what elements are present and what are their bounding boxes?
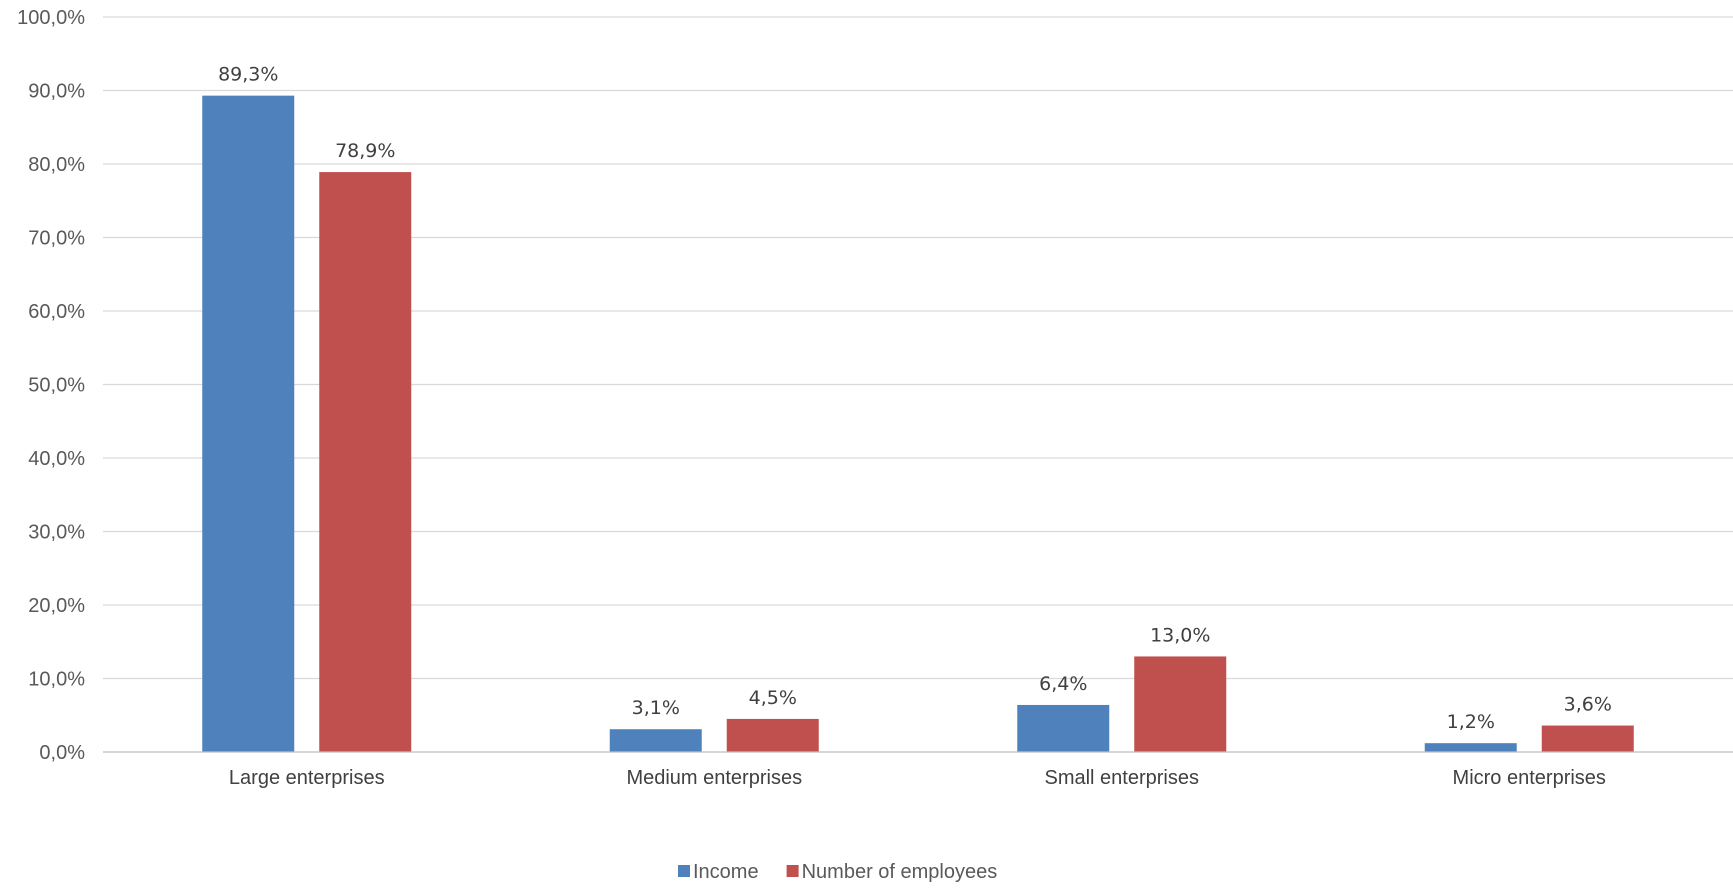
data-label: 78,9% <box>335 140 395 162</box>
data-label: 3,6% <box>1564 694 1612 716</box>
y-tick-label: 20,0% <box>28 595 85 617</box>
data-label: 6,4% <box>1039 673 1087 695</box>
x-category-label: Medium enterprises <box>626 767 802 789</box>
y-tick-label: 0,0% <box>39 742 85 764</box>
bar-employees <box>319 172 412 752</box>
legend-swatch <box>786 865 799 877</box>
data-label: 89,3% <box>218 64 278 86</box>
y-tick-label: 90,0% <box>28 81 85 103</box>
bar-series <box>202 95 1634 752</box>
legend: Income Number of employees <box>678 861 997 883</box>
bar-income <box>609 729 702 752</box>
data-label: 1,2% <box>1447 711 1495 733</box>
x-category-label: Small enterprises <box>1044 767 1199 789</box>
y-tick-label: 40,0% <box>28 448 85 470</box>
bar-employees <box>1541 725 1634 752</box>
bar-employees <box>1134 656 1227 752</box>
y-tick-label: 50,0% <box>28 375 85 397</box>
x-category-label: Large enterprises <box>229 767 385 789</box>
y-tick-label: 80,0% <box>28 154 85 176</box>
legend-label: Number of employees <box>802 861 998 883</box>
x-category-label: Micro enterprises <box>1453 767 1606 789</box>
legend-label: Income <box>693 861 759 883</box>
y-tick-label: 70,0% <box>28 228 85 250</box>
bar-income <box>202 95 295 752</box>
data-labels: 89,3% 78,9% 3,1% 4,5% 6,4% 13,0% 1,2% 3,6% <box>218 64 1612 734</box>
bar-employees <box>726 718 819 752</box>
bar-income <box>1017 704 1110 752</box>
data-label: 3,1% <box>632 697 680 719</box>
data-label: 13,0% <box>1150 624 1210 646</box>
data-label: 4,5% <box>749 687 797 709</box>
y-axis-tick-labels: 0,0% 10,0% 20,0% 30,0% 40,0% 50,0% 60,0% 70,0% 8… <box>17 7 85 764</box>
x-axis-category-labels: Large enterprises Medium enterprises Small… <box>229 767 1606 789</box>
y-tick-label: 100,0% <box>17 7 85 29</box>
y-tick-label: 10,0% <box>28 669 85 691</box>
legend-swatch <box>678 865 690 877</box>
bar-income <box>1424 743 1517 752</box>
y-tick-label: 30,0% <box>28 522 85 544</box>
y-tick-label: 60,0% <box>28 301 85 323</box>
